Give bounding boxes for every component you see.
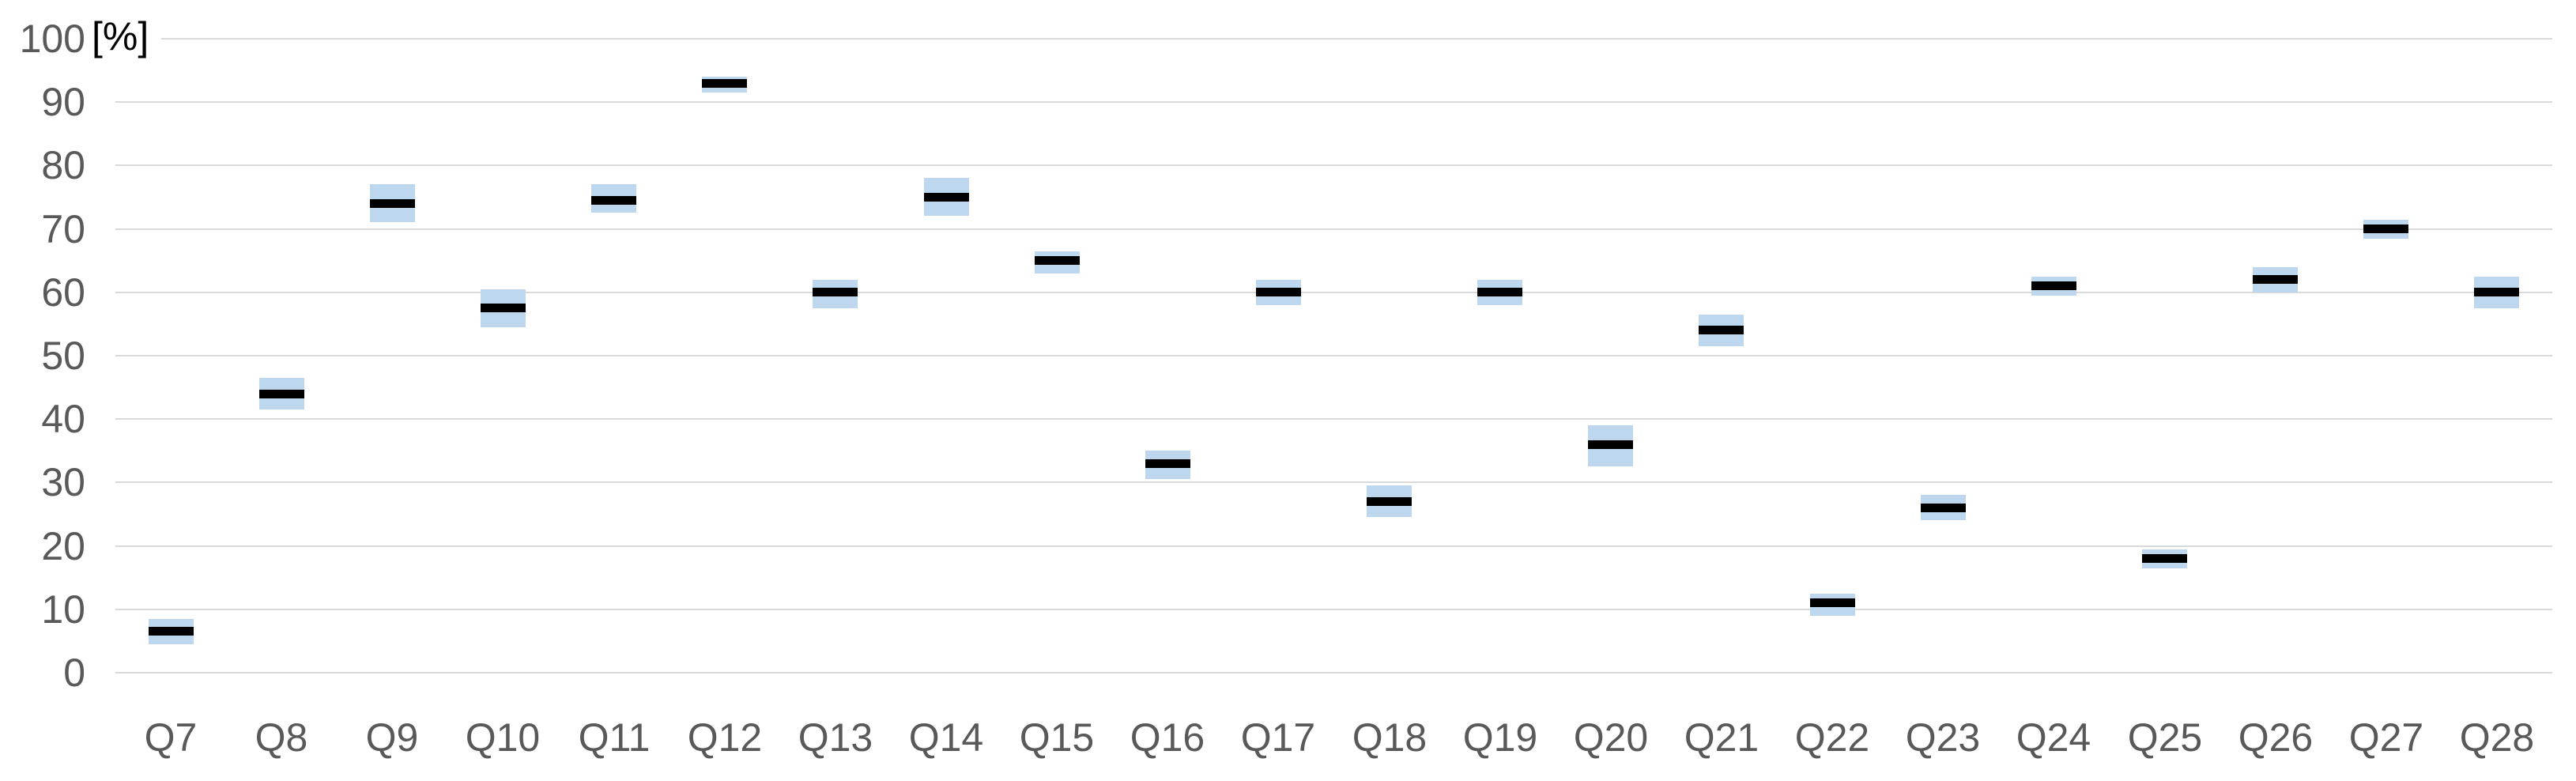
category-label: Q16 bbox=[1130, 715, 1205, 760]
value-dash bbox=[2031, 281, 2076, 290]
value-dash bbox=[481, 304, 526, 312]
value-dash bbox=[2253, 275, 2298, 284]
value-dash bbox=[1477, 288, 1522, 296]
gridline bbox=[115, 609, 2552, 610]
y-tick-label: 80 bbox=[41, 143, 85, 187]
gridline bbox=[115, 228, 2552, 230]
category-label: Q15 bbox=[1019, 715, 1095, 760]
category-label: Q21 bbox=[1684, 715, 1759, 760]
category-label: Q28 bbox=[2459, 715, 2535, 760]
gridline bbox=[115, 481, 2552, 483]
gridline bbox=[115, 355, 2552, 357]
value-dash bbox=[924, 193, 969, 202]
category-label: Q9 bbox=[365, 715, 419, 760]
gridline bbox=[115, 545, 2552, 547]
y-tick-label: 70 bbox=[41, 207, 85, 251]
gridline bbox=[115, 418, 2552, 420]
category-label: Q26 bbox=[2238, 715, 2314, 760]
category-label: Q19 bbox=[1462, 715, 1538, 760]
category-label: Q7 bbox=[144, 715, 198, 760]
category-label: Q8 bbox=[255, 715, 308, 760]
value-dash bbox=[2474, 288, 2519, 296]
category-label: Q18 bbox=[1352, 715, 1428, 760]
gridline bbox=[115, 101, 2552, 103]
value-dash bbox=[1810, 598, 1855, 607]
y-tick-label: 20 bbox=[41, 524, 85, 568]
y-tick-label: 40 bbox=[41, 397, 85, 441]
value-dash bbox=[1256, 288, 1301, 296]
category-label: Q23 bbox=[1905, 715, 1981, 760]
category-label: Q25 bbox=[2127, 715, 2203, 760]
value-dash bbox=[1035, 256, 1080, 265]
value-dash bbox=[149, 627, 194, 636]
category-label: Q13 bbox=[798, 715, 873, 760]
value-dash bbox=[1145, 459, 1190, 468]
category-label: Q10 bbox=[465, 715, 541, 760]
value-dash bbox=[2142, 554, 2187, 563]
category-label: Q22 bbox=[1794, 715, 1870, 760]
y-tick-label: 90 bbox=[41, 80, 85, 124]
gridline bbox=[115, 38, 2552, 40]
category-label: Q20 bbox=[1573, 715, 1649, 760]
gridline bbox=[115, 672, 2552, 673]
value-dash bbox=[1588, 440, 1633, 449]
y-axis-title: [%] bbox=[89, 13, 162, 63]
value-dash bbox=[1699, 326, 1744, 334]
category-label: Q12 bbox=[687, 715, 763, 760]
value-dash bbox=[259, 390, 304, 398]
value-dash bbox=[813, 288, 858, 296]
value-dash bbox=[370, 199, 415, 208]
gridline bbox=[115, 292, 2552, 293]
y-tick-label: 50 bbox=[41, 334, 85, 378]
value-dash bbox=[1367, 497, 1412, 506]
y-tick-label: 30 bbox=[41, 460, 85, 504]
category-label: Q24 bbox=[2016, 715, 2091, 760]
y-tick-label: 0 bbox=[63, 651, 85, 695]
y-tick-label: 10 bbox=[41, 587, 85, 632]
category-label: Q17 bbox=[1240, 715, 1316, 760]
y-tick-label: 60 bbox=[41, 270, 85, 315]
value-dash bbox=[1921, 504, 1966, 512]
y-tick-label: 100 bbox=[19, 17, 85, 61]
value-dash bbox=[702, 79, 747, 88]
gridline bbox=[115, 164, 2552, 166]
category-label: Q27 bbox=[2348, 715, 2424, 760]
value-dash bbox=[2363, 224, 2408, 233]
value-dash bbox=[591, 196, 636, 205]
category-label: Q11 bbox=[578, 715, 651, 760]
category-label: Q14 bbox=[908, 715, 984, 760]
